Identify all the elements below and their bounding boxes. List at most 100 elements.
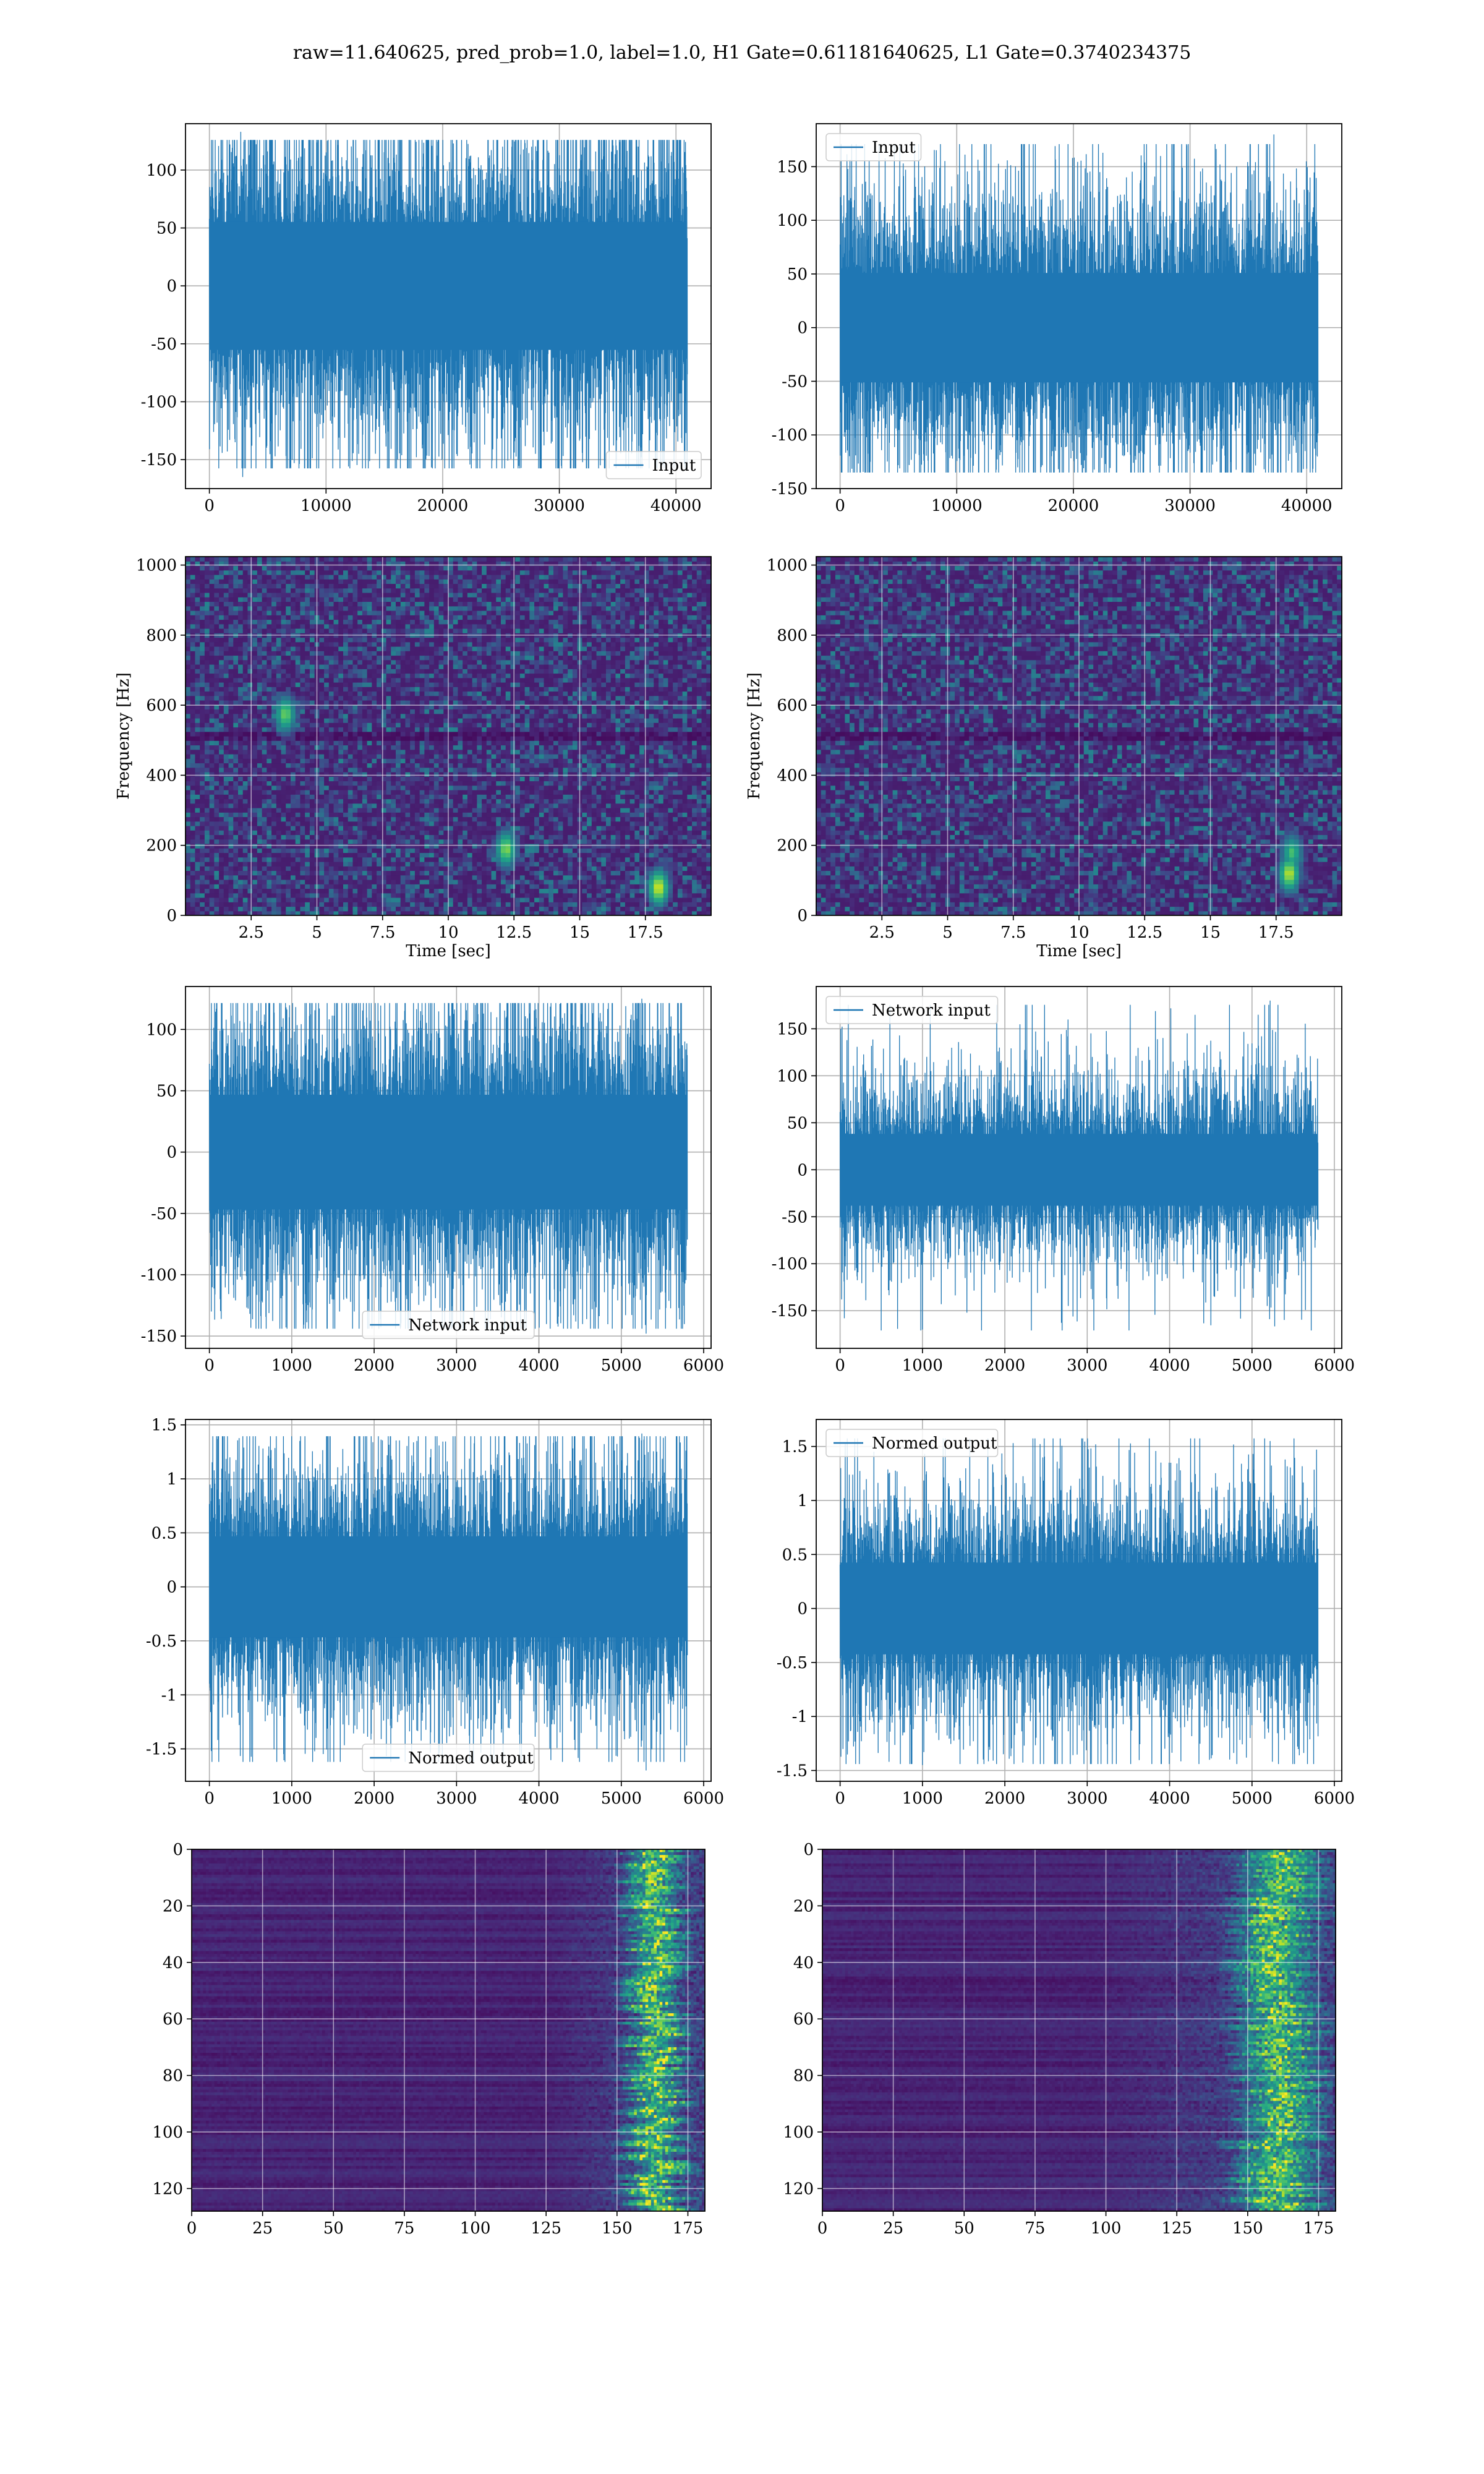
y-tick-label: 0 xyxy=(797,1600,808,1619)
y-tick-label: 50 xyxy=(156,1082,177,1101)
x-tick-label: 4000 xyxy=(518,1789,559,1808)
y-tick-label: -100 xyxy=(141,1266,177,1285)
y-tick-label: 0 xyxy=(797,907,808,925)
y-tick-label: 1 xyxy=(797,1492,808,1510)
y-tick-label: 120 xyxy=(783,2180,814,2198)
x-tick-label: 75 xyxy=(394,2219,414,2238)
legend: Normed output xyxy=(362,1744,534,1771)
x-tick-label: 100 xyxy=(460,2219,491,2238)
l1-spectrogram-chart: 2.5 5 7.5 10 12.5 15 17.502004006008001000Time… xyxy=(816,557,1342,915)
y-tick-label: -1 xyxy=(161,1686,177,1705)
x-tick-label: 1000 xyxy=(271,1789,312,1808)
y-tick-label: 40 xyxy=(793,1954,814,1972)
y-tick-label: 80 xyxy=(793,2067,814,2086)
y-tick-label: -1 xyxy=(792,1708,808,1726)
x-tick-label: 0 xyxy=(204,1356,215,1375)
h1-input-chart: 0 10000 20000 30000 40000-150-100-50050100In… xyxy=(186,124,711,489)
x-tick-label: 7.5 xyxy=(1000,923,1026,942)
x-tick-label: 25 xyxy=(252,2219,273,2238)
x-tick-label: 15 xyxy=(1200,923,1221,942)
x-tick-label: 2000 xyxy=(984,1789,1025,1808)
x-tick-label: 175 xyxy=(1303,2219,1334,2238)
y-tick-label: 40 xyxy=(163,1954,183,1972)
x-tick-label: 4000 xyxy=(1149,1356,1190,1375)
y-tick-label: -150 xyxy=(141,451,177,469)
y-tick-label: 100 xyxy=(783,2123,814,2142)
x-tick-label: 12.5 xyxy=(1127,923,1162,942)
y-tick-label: -50 xyxy=(151,335,177,354)
y-tick-label: -50 xyxy=(782,1208,808,1226)
x-axis-label: Time [sec] xyxy=(406,942,491,961)
x-tick-label: 5 xyxy=(942,923,953,942)
x-tick-label: 4000 xyxy=(1149,1789,1190,1808)
x-tick-label: 17.5 xyxy=(628,923,663,942)
y-tick-label: 120 xyxy=(152,2180,183,2198)
x-tick-label: 150 xyxy=(1232,2219,1263,2238)
y-tick-label: -100 xyxy=(141,393,177,412)
y-tick-label: 100 xyxy=(146,161,177,180)
y-tick-label: 60 xyxy=(793,2010,814,2029)
x-tick-label: 0 xyxy=(835,1789,845,1808)
y-tick-label: 20 xyxy=(793,1897,814,1915)
y-tick-label: -50 xyxy=(782,372,808,391)
x-tick-label: 6000 xyxy=(1314,1356,1355,1375)
y-tick-label: 150 xyxy=(777,158,808,176)
y-tick-label: 0 xyxy=(173,1841,183,1859)
x-tick-label: 0 xyxy=(817,2219,828,2238)
x-tick-label: 2.5 xyxy=(869,923,895,942)
y-tick-label: -100 xyxy=(772,426,808,445)
y-tick-label: 1000 xyxy=(136,557,177,575)
y-tick-label: 1.5 xyxy=(782,1438,808,1457)
x-tick-label: 30000 xyxy=(534,497,585,515)
x-tick-label: 150 xyxy=(602,2219,633,2238)
x-tick-label: 17.5 xyxy=(1258,923,1294,942)
x-tick-label: 175 xyxy=(673,2219,704,2238)
x-axis-label: Time [sec] xyxy=(1036,942,1122,961)
legend: Input xyxy=(826,134,921,161)
x-tick-label: 0 xyxy=(835,1356,845,1375)
y-tick-label: 20 xyxy=(163,1897,183,1915)
x-tick-label: 1000 xyxy=(271,1356,312,1375)
series-dense-band xyxy=(840,1562,1318,1654)
l1-input-chart: 0 10000 20000 30000 40000-150-100-5005010015… xyxy=(816,124,1342,489)
x-tick-label: 0 xyxy=(835,497,845,515)
x-tick-label: 125 xyxy=(1161,2219,1192,2238)
y-tick-label: 600 xyxy=(146,696,177,715)
y-tick-label: 0 xyxy=(797,1161,808,1179)
y-tick-label: 0 xyxy=(166,1578,177,1597)
y-tick-label: -0.5 xyxy=(777,1654,808,1672)
x-tick-label: 5000 xyxy=(601,1356,642,1375)
y-tick-label: 100 xyxy=(146,1021,177,1039)
x-tick-label: 3000 xyxy=(436,1789,477,1808)
y-tick-label: 0 xyxy=(803,1841,814,1859)
x-tick-label: 0 xyxy=(187,2219,197,2238)
x-tick-label: 50 xyxy=(954,2219,974,2238)
x-tick-label: 10 xyxy=(438,923,458,942)
series-dense-band xyxy=(840,273,1318,382)
y-tick-label: -50 xyxy=(151,1205,177,1223)
x-tick-label: 12.5 xyxy=(496,923,532,942)
l1-network-input-chart: 0 1000 2000 3000 4000 5000 6000-150-100-500501… xyxy=(816,987,1342,1348)
y-tick-label: -150 xyxy=(772,480,808,499)
legend-label: Normed output xyxy=(872,1434,997,1453)
y-axis-label: Frequency [Hz] xyxy=(745,672,764,800)
y-tick-label: 0 xyxy=(166,277,177,296)
x-tick-label: 20000 xyxy=(1048,497,1099,515)
x-tick-label: 0 xyxy=(204,1789,215,1808)
x-tick-label: 75 xyxy=(1025,2219,1045,2238)
x-tick-label: 0 xyxy=(204,497,215,515)
y-tick-label: -1.5 xyxy=(777,1762,808,1781)
legend: Network input xyxy=(362,1311,534,1338)
legend: Normed output xyxy=(826,1429,998,1457)
x-tick-label: 6000 xyxy=(1314,1789,1355,1808)
legend-label: Input xyxy=(872,139,916,157)
y-tick-label: -150 xyxy=(141,1327,177,1346)
x-tick-label: 20000 xyxy=(417,497,469,515)
y-tick-label: 800 xyxy=(146,627,177,645)
legend-label: Normed output xyxy=(408,1749,534,1768)
y-tick-label: 0 xyxy=(166,1144,177,1162)
x-tick-label: 125 xyxy=(531,2219,561,2238)
y-tick-label: 400 xyxy=(146,766,177,785)
legend-label: Network input xyxy=(872,1001,991,1020)
